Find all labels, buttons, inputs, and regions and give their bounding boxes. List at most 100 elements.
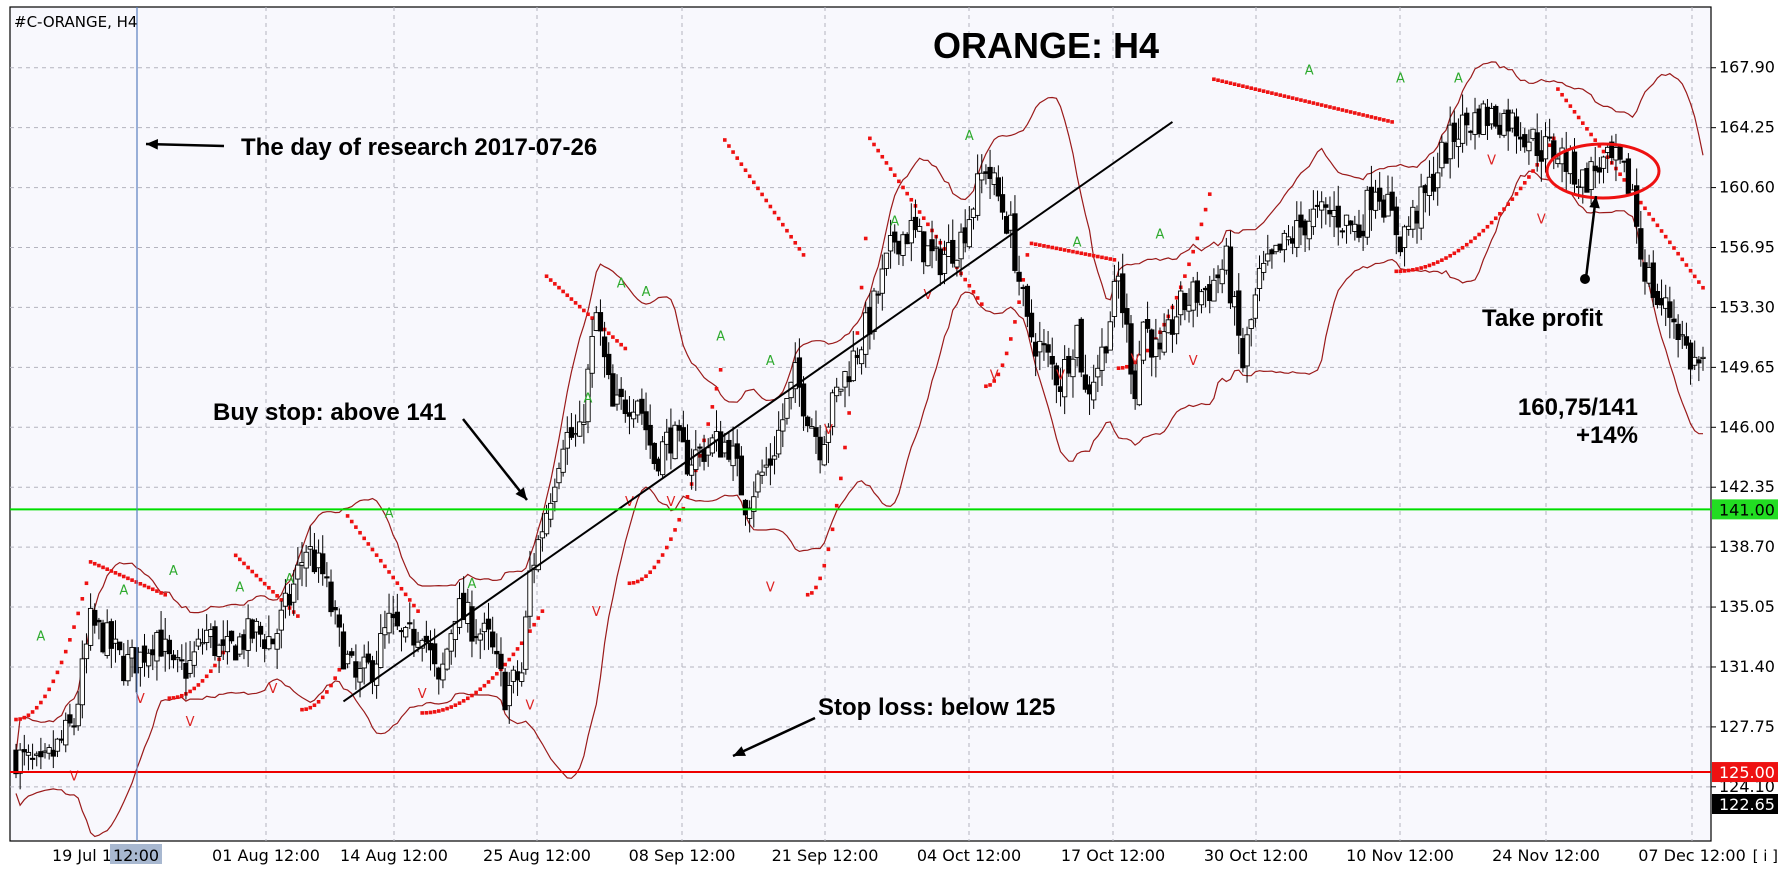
sar-dot — [1328, 105, 1332, 109]
sar-dot — [1518, 186, 1523, 191]
candle-body — [1099, 346, 1105, 371]
sar-dot — [1212, 77, 1216, 82]
candle-body — [979, 172, 985, 181]
candle-body — [365, 653, 371, 663]
sar-dot — [1597, 144, 1602, 148]
time-label: 14 Aug 12:00 — [340, 846, 448, 865]
sar-dot — [1087, 253, 1092, 257]
candle-body — [527, 570, 533, 617]
price-label: 127.75 — [1719, 717, 1775, 736]
sar-dot — [1493, 216, 1498, 221]
sar-dot — [1183, 274, 1187, 278]
candle-body — [999, 194, 1006, 213]
candle-body — [423, 635, 430, 643]
sar-dot — [901, 185, 905, 190]
candle-body — [639, 398, 645, 414]
sar-dot — [532, 622, 536, 627]
candle-body — [1128, 323, 1134, 375]
current-price-bg — [1712, 794, 1778, 814]
candle-body — [581, 421, 587, 425]
sar-dot — [1021, 278, 1026, 282]
sar-dot — [917, 210, 922, 214]
sar-dot — [760, 192, 764, 197]
sar-dot — [677, 517, 681, 522]
candle-body — [680, 427, 686, 443]
sar-dot — [781, 222, 785, 227]
candle-body — [1294, 220, 1300, 248]
sar-dot — [39, 700, 43, 705]
sar-dot — [1071, 249, 1075, 254]
sar-dot — [1294, 97, 1299, 101]
sar-dot — [1125, 364, 1129, 369]
sar-dot — [1473, 236, 1477, 240]
sar-dot — [1116, 366, 1121, 370]
fractal-up-marker: A — [766, 354, 775, 369]
sar-dot — [1448, 253, 1452, 258]
sar-dot — [196, 683, 201, 687]
price-label: 149.65 — [1719, 357, 1775, 376]
sar-dot — [1249, 86, 1253, 90]
sar-dot — [561, 289, 565, 294]
candle-body — [647, 424, 653, 446]
candle-body — [1227, 246, 1234, 304]
sar-dot — [51, 679, 56, 684]
sar-dot — [540, 609, 545, 613]
candle-body — [1211, 279, 1217, 302]
sar-dot — [80, 597, 85, 601]
sar-dot — [366, 542, 371, 546]
sar-dot — [1195, 236, 1200, 241]
sar-dot — [789, 234, 793, 239]
fractal-up-marker: A — [467, 577, 476, 592]
sar-dot — [1572, 109, 1577, 114]
candle-body — [278, 609, 284, 631]
sar-dot — [316, 699, 321, 704]
sar-dot — [515, 647, 520, 651]
candle-body — [1182, 292, 1188, 311]
sar-dot — [644, 574, 648, 578]
candle-body — [941, 253, 948, 274]
sar-dot — [482, 683, 487, 688]
sar-dot — [1377, 117, 1382, 121]
sar-dot — [557, 285, 561, 290]
fractal-up-marker: A — [285, 572, 294, 587]
sar-dot — [1046, 244, 1050, 249]
candle-body — [1464, 112, 1470, 126]
candle-body — [1136, 354, 1142, 406]
sar-dot — [573, 301, 578, 305]
sar-dot — [996, 372, 1001, 377]
candle-body — [813, 427, 819, 437]
candle-body — [1323, 204, 1329, 208]
candle-body — [29, 757, 36, 760]
sar-dot — [1394, 269, 1399, 274]
candle-body — [1265, 253, 1271, 262]
fractal-down-marker: V — [1056, 369, 1065, 384]
fractal-down-marker: V — [136, 692, 145, 707]
candle-body — [212, 626, 218, 656]
candle-body — [672, 424, 678, 460]
sar-dot — [101, 565, 105, 570]
sar-dot — [1245, 85, 1249, 89]
candle-body — [444, 648, 450, 670]
take-profit-dot — [1580, 274, 1590, 284]
sar-dot — [1506, 202, 1510, 206]
candle-body — [1377, 187, 1383, 202]
candle-body — [747, 507, 753, 519]
sar-dot — [1435, 260, 1440, 264]
sar-dot — [258, 577, 263, 582]
sar-dot — [859, 285, 864, 290]
fractal-down-marker: V — [70, 769, 79, 784]
sar-dot — [582, 308, 586, 313]
sar-dot — [126, 576, 130, 581]
sar-dot — [1191, 249, 1195, 254]
candle-body — [1124, 308, 1130, 325]
sar-dot — [490, 676, 495, 680]
sar-dot — [876, 148, 880, 153]
candle-body — [759, 471, 765, 476]
sar-dot — [1207, 192, 1212, 196]
sar-dot — [262, 581, 267, 586]
scale-button[interactable]: [ i ] — [1753, 847, 1778, 865]
sar-dot — [635, 579, 640, 584]
candle-body — [378, 633, 384, 668]
sar-dot — [1460, 245, 1465, 250]
